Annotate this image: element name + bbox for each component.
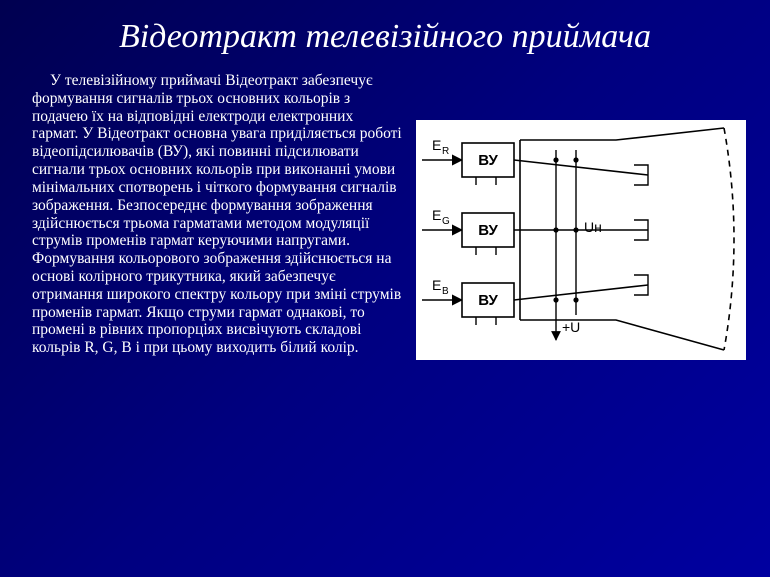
svg-text:B: B — [442, 286, 449, 297]
paragraph: У телевізійному приймачі Відеотракт забе… — [32, 72, 402, 357]
svg-text:+U: +U — [562, 319, 580, 335]
body-text: У телевізійному приймачі Відеотракт забе… — [32, 72, 402, 360]
block-diagram: ERВУEGВУEBВУUн+U — [416, 120, 746, 360]
svg-text:E: E — [432, 277, 441, 293]
svg-text:E: E — [432, 207, 441, 223]
content-row: У телевізійному приймачі Відеотракт забе… — [0, 64, 770, 368]
page-title: Відеотракт телевізійного приймача — [0, 0, 770, 64]
svg-text:G: G — [442, 216, 450, 227]
svg-text:ВУ: ВУ — [478, 292, 498, 309]
svg-text:ВУ: ВУ — [478, 222, 498, 239]
svg-text:Uн: Uн — [584, 219, 602, 235]
svg-text:ВУ: ВУ — [478, 152, 498, 169]
svg-text:R: R — [442, 146, 449, 157]
svg-text:E: E — [432, 137, 441, 153]
diagram-column: ERВУEGВУEBВУUн+U — [402, 72, 752, 360]
